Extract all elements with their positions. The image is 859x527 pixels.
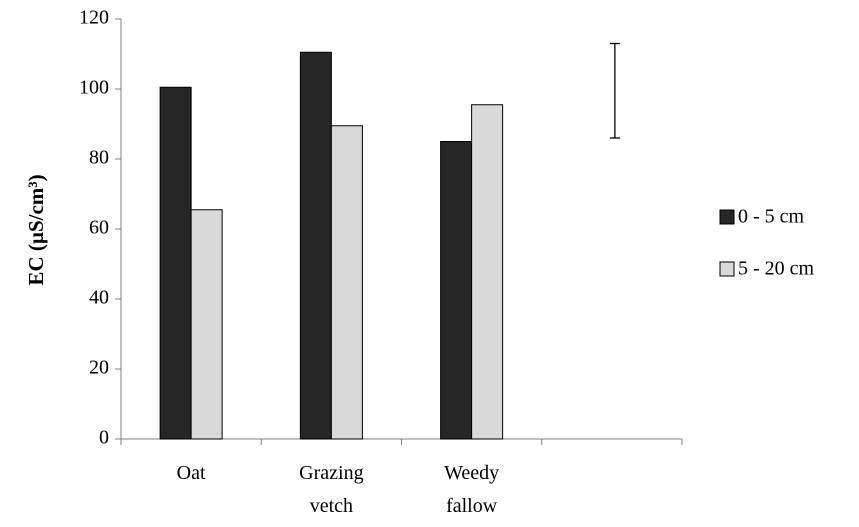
bar [330,125,363,440]
x-category-label: Oat [177,462,206,484]
x-category-label: vetch [310,495,353,517]
bar [299,51,332,440]
x-category-label: Weedy [444,462,499,484]
legend-label: 0 - 5 cm [738,206,805,228]
bar [159,86,192,440]
legend-label: 5 - 20 cm [738,258,815,280]
legend-swatch [719,261,735,277]
y-axis-label: EC (µS/cm³) [24,174,48,285]
bar [471,104,504,440]
legend: 0 - 5 cm 5 - 20 cm [719,206,815,280]
bar [190,209,223,440]
y-tick-label: 40 [89,287,109,309]
y-tick-label: 80 [89,147,109,169]
y-tick-label: 0 [99,427,109,449]
y-tick-label: 60 [89,217,109,239]
bar [440,141,473,440]
legend-swatch [719,209,735,225]
y-tick-label: 100 [79,77,109,99]
x-category-label: Grazing [299,462,363,484]
plot-area: 0 20 40 60 80 100 120 Oat Grazing vetch Weedy fallo… [79,7,683,517]
y-tick-label: 20 [89,357,109,379]
x-category-label: fallow [446,495,498,517]
y-tick-label: 120 [79,7,109,29]
